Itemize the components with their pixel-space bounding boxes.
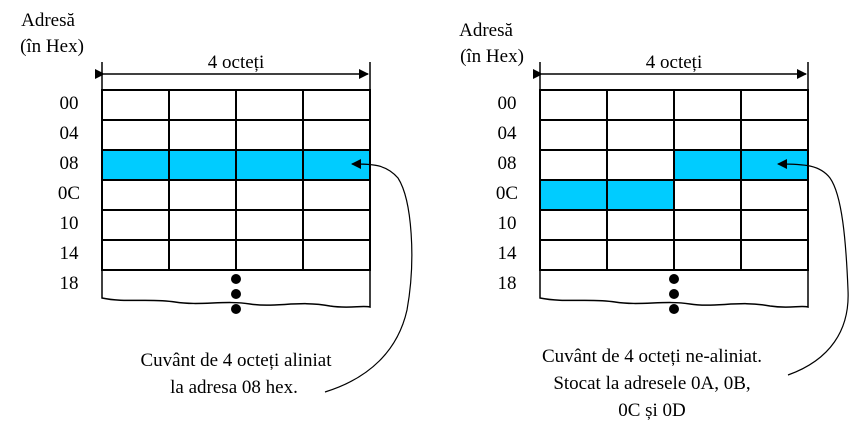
left-memory-grid <box>101 89 371 271</box>
memory-cell <box>101 209 170 241</box>
right-address-title-line1: Adresă <box>459 20 513 41</box>
right-torn-bottom-edge <box>539 268 809 308</box>
memory-cell <box>302 179 371 211</box>
memory-cell-highlighted <box>101 149 170 181</box>
memory-cell <box>101 179 170 211</box>
right-caption-line3: 0C și 0D <box>618 400 686 421</box>
left-torn-bottom-edge <box>101 268 371 308</box>
memory-cell <box>606 149 675 181</box>
memory-cell-highlighted <box>168 149 237 181</box>
memory-cell <box>101 119 170 151</box>
memory-cell <box>168 239 237 271</box>
right-address-label: 0C <box>496 183 518 204</box>
memory-cell-highlighted <box>539 179 608 211</box>
right-address-column: 00 04 08 0C 10 14 18 <box>496 93 518 294</box>
memory-cell <box>539 119 608 151</box>
memory-cell <box>302 119 371 151</box>
memory-cell <box>235 239 304 271</box>
left-ellipsis-dots <box>231 274 241 314</box>
memory-cell-highlighted <box>235 149 304 181</box>
memory-cell <box>235 179 304 211</box>
right-address-label: 14 <box>498 243 518 264</box>
left-address-label: 10 <box>60 213 79 234</box>
right-memory-grid <box>539 89 809 271</box>
memory-cell <box>740 89 809 121</box>
right-pointer-arrow <box>777 159 849 376</box>
left-address-title-line2: (în Hex) <box>20 36 84 57</box>
left-pointer-arrow <box>324 159 413 393</box>
memory-cell <box>606 119 675 151</box>
right-address-label: 18 <box>498 273 517 294</box>
memory-cell <box>168 179 237 211</box>
memory-cell <box>101 89 170 121</box>
memory-cell <box>673 209 742 241</box>
memory-cell <box>740 209 809 241</box>
memory-cell-highlighted <box>606 179 675 211</box>
left-address-column: 00 04 08 0C 10 14 18 <box>58 93 80 294</box>
memory-cell <box>740 239 809 271</box>
memory-cell <box>539 239 608 271</box>
memory-cell <box>740 179 809 211</box>
left-caption-line2: la adresa 08 hex. <box>170 377 298 398</box>
right-address-title-line2: (în Hex) <box>460 46 524 67</box>
memory-cell-highlighted <box>302 149 371 181</box>
right-width-dimension: 4 octeți <box>533 52 809 90</box>
memory-cell <box>539 149 608 181</box>
memory-cell <box>302 239 371 271</box>
memory-cell <box>606 239 675 271</box>
right-address-label: 04 <box>498 123 518 144</box>
memory-cell <box>673 89 742 121</box>
memory-cell <box>235 209 304 241</box>
left-diagram: Adresă (în Hex) 4 octeți 00 04 08 0C 10 … <box>20 10 413 398</box>
memory-cell <box>235 89 304 121</box>
right-width-label: 4 octeți <box>646 52 702 73</box>
right-caption-line1: Cuvânt de 4 octeți ne-aliniat. <box>542 346 762 367</box>
right-ellipsis-dots <box>669 274 679 314</box>
right-address-label: 00 <box>498 93 517 114</box>
left-address-label: 18 <box>60 273 79 294</box>
memory-cell <box>539 89 608 121</box>
left-width-label: 4 octeți <box>208 52 264 73</box>
left-address-label: 14 <box>60 243 80 264</box>
memory-cell <box>168 119 237 151</box>
right-caption-line2: Stocat la adresele 0A, 0B, <box>553 373 750 394</box>
memory-cell <box>168 89 237 121</box>
memory-cell <box>235 119 304 151</box>
left-width-dimension: 4 octeți <box>95 52 371 90</box>
memory-cell <box>539 209 608 241</box>
memory-cell <box>302 209 371 241</box>
right-address-label: 08 <box>498 153 517 174</box>
memory-cell <box>101 239 170 271</box>
memory-cell <box>673 179 742 211</box>
right-address-label: 10 <box>498 213 517 234</box>
left-address-label: 00 <box>60 93 79 114</box>
left-address-title-line1: Adresă <box>21 10 75 31</box>
memory-cell-highlighted <box>673 149 742 181</box>
left-address-label: 04 <box>60 123 80 144</box>
left-address-label: 0C <box>58 183 80 204</box>
memory-cell <box>606 209 675 241</box>
memory-cell <box>302 89 371 121</box>
memory-cell <box>673 239 742 271</box>
memory-cell <box>606 89 675 121</box>
left-address-label: 08 <box>60 153 79 174</box>
memory-cell <box>168 209 237 241</box>
left-caption-line1: Cuvânt de 4 octeți aliniat <box>140 350 332 371</box>
right-diagram: Adresă (în Hex) 4 octeți 00 04 08 0C 10 … <box>459 20 849 421</box>
memory-cell <box>673 119 742 151</box>
memory-cell <box>740 119 809 151</box>
